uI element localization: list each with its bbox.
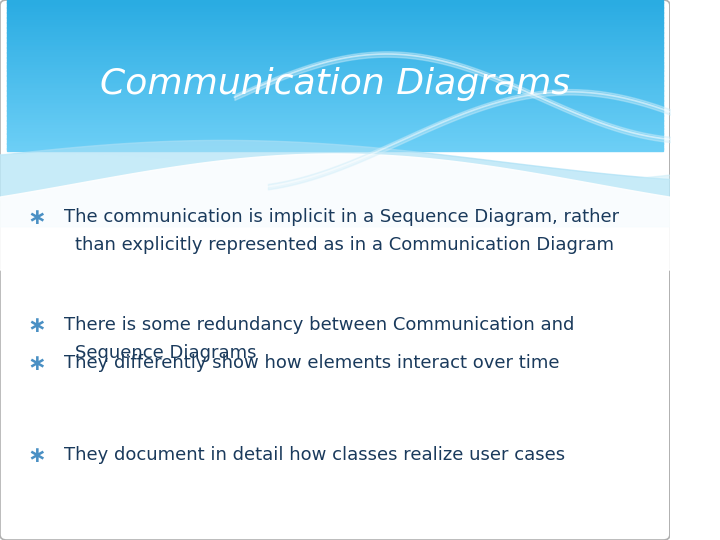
Bar bbox=[6, 52, 663, 56]
Bar bbox=[6, 60, 663, 63]
Bar bbox=[6, 90, 663, 93]
Bar bbox=[6, 4, 663, 8]
Bar bbox=[6, 85, 663, 88]
Text: There is some redundancy between Communication and: There is some redundancy between Communi… bbox=[63, 316, 574, 334]
Text: Communication Diagrams: Communication Diagrams bbox=[100, 67, 570, 100]
Bar bbox=[6, 27, 663, 30]
Text: The communication is implicit in a Sequence Diagram, rather: The communication is implicit in a Seque… bbox=[63, 208, 618, 226]
Bar bbox=[6, 120, 663, 124]
Bar bbox=[6, 15, 663, 18]
Bar bbox=[6, 128, 663, 131]
Bar bbox=[6, 80, 663, 83]
Bar bbox=[6, 42, 663, 45]
Text: They document in detail how classes realize user cases: They document in detail how classes real… bbox=[63, 446, 564, 463]
Bar bbox=[6, 7, 663, 10]
Bar bbox=[6, 12, 663, 15]
Bar bbox=[6, 35, 663, 38]
Bar bbox=[6, 19, 663, 23]
Bar bbox=[6, 123, 663, 126]
Text: than explicitly represented as in a Communication Diagram: than explicitly represented as in a Comm… bbox=[75, 236, 614, 254]
Bar bbox=[6, 78, 663, 80]
Bar bbox=[6, 45, 663, 48]
Bar bbox=[6, 30, 663, 33]
Bar bbox=[6, 48, 663, 50]
Bar bbox=[6, 2, 663, 5]
FancyBboxPatch shape bbox=[0, 0, 670, 540]
Bar bbox=[6, 0, 663, 3]
Bar bbox=[6, 22, 663, 25]
Bar bbox=[6, 55, 663, 58]
Bar bbox=[6, 136, 663, 139]
Bar bbox=[6, 57, 663, 60]
Bar bbox=[6, 125, 663, 129]
Text: ∗: ∗ bbox=[27, 446, 46, 465]
Bar bbox=[6, 72, 663, 76]
Bar bbox=[6, 105, 663, 109]
Bar bbox=[6, 83, 663, 86]
Bar bbox=[6, 68, 663, 71]
Bar bbox=[6, 98, 663, 101]
Bar bbox=[6, 103, 663, 106]
Bar bbox=[6, 95, 663, 98]
Bar bbox=[6, 25, 663, 28]
Bar bbox=[6, 63, 663, 65]
Bar bbox=[6, 140, 663, 144]
Bar bbox=[6, 146, 663, 148]
Text: ∗: ∗ bbox=[27, 316, 46, 336]
Bar bbox=[6, 32, 663, 35]
Bar bbox=[6, 50, 663, 53]
Bar bbox=[6, 37, 663, 40]
Bar bbox=[6, 40, 663, 43]
Bar bbox=[6, 110, 663, 113]
Bar bbox=[6, 65, 663, 68]
Bar bbox=[6, 133, 663, 136]
Text: Sequence Diagrams: Sequence Diagrams bbox=[75, 344, 256, 362]
Bar bbox=[6, 118, 663, 121]
Bar bbox=[6, 93, 663, 96]
Text: ∗: ∗ bbox=[27, 208, 46, 228]
Bar bbox=[6, 113, 663, 116]
Bar bbox=[6, 100, 663, 103]
Bar bbox=[6, 131, 663, 133]
Bar bbox=[6, 108, 663, 111]
Bar bbox=[6, 10, 663, 12]
Bar bbox=[6, 75, 663, 78]
Bar bbox=[6, 148, 663, 151]
Text: They differently show how elements interact over time: They differently show how elements inter… bbox=[63, 354, 559, 372]
Bar bbox=[6, 17, 663, 20]
Bar bbox=[6, 87, 663, 91]
Bar bbox=[6, 138, 663, 141]
Bar bbox=[6, 70, 663, 73]
Text: ∗: ∗ bbox=[27, 354, 46, 374]
Bar bbox=[6, 116, 663, 118]
Bar bbox=[6, 143, 663, 146]
